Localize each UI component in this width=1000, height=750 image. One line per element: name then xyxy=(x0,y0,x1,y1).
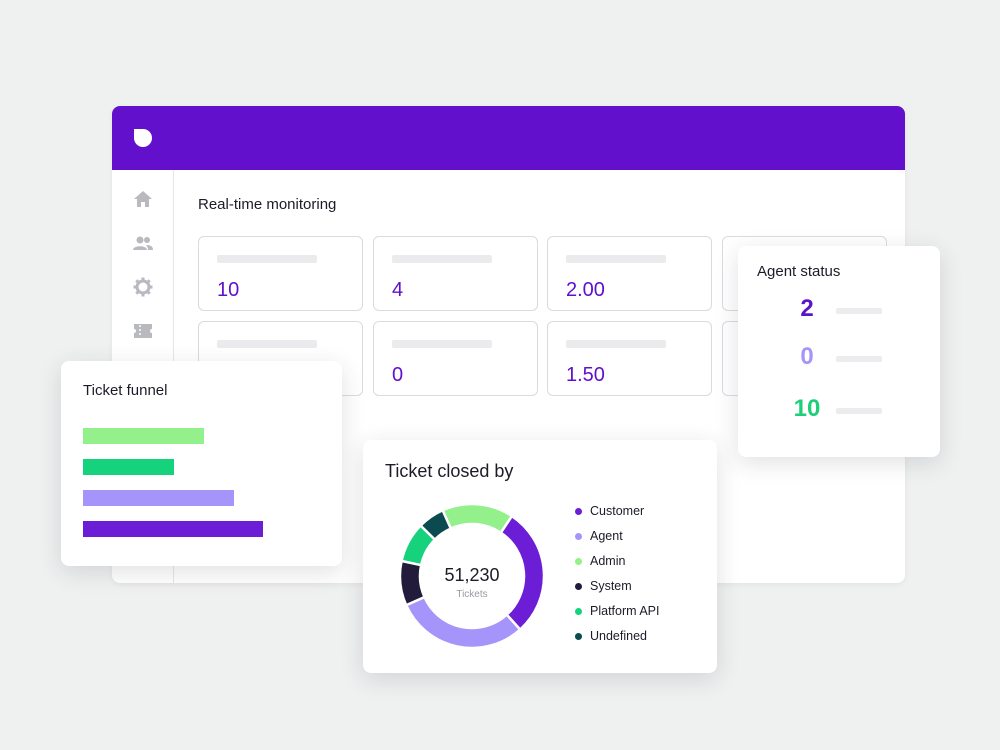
funnel-bar[interactable] xyxy=(83,490,234,506)
ticket-closed-by-card: Ticket closed by 51,230 Tickets Customer… xyxy=(363,440,717,673)
metric-value: 4 xyxy=(392,279,404,301)
donut-segment[interactable] xyxy=(400,523,437,567)
home-icon[interactable] xyxy=(132,188,154,210)
metric-label-placeholder xyxy=(217,340,317,348)
donut-total-value: 51,230 xyxy=(444,565,499,585)
legend-label: Platform API xyxy=(590,604,660,618)
ticket-funnel-title: Ticket funnel xyxy=(83,382,168,399)
legend-dot-icon xyxy=(575,558,582,565)
legend-dot-icon xyxy=(575,608,582,615)
top-bar xyxy=(112,106,905,170)
legend-dot-icon xyxy=(575,583,582,590)
metric-tile[interactable]: 10 xyxy=(198,236,363,311)
ticket-icon[interactable] xyxy=(132,320,154,342)
agent-status-card: Agent status 2 0 10 xyxy=(738,246,940,457)
metric-label-placeholder xyxy=(566,255,666,263)
legend-label: Admin xyxy=(590,554,626,568)
donut-total-label: Tickets xyxy=(456,589,487,600)
funnel-bar[interactable] xyxy=(83,459,174,475)
ticket-funnel-card: Ticket funnel xyxy=(61,361,342,566)
users-icon[interactable] xyxy=(132,232,154,254)
agent-status-label-placeholder xyxy=(836,356,882,362)
donut-segment[interactable] xyxy=(499,514,546,632)
legend-dot-icon xyxy=(575,533,582,540)
legend-dot-icon xyxy=(575,633,582,640)
metric-label-placeholder xyxy=(566,340,666,348)
agent-status-value: 2 xyxy=(800,295,814,322)
metric-tile[interactable]: 0 xyxy=(373,321,538,396)
agent-status-row: 0 xyxy=(738,343,940,373)
ticket-closed-by-title: Ticket closed by xyxy=(385,461,514,481)
donut-chart: 51,230 Tickets xyxy=(398,502,546,650)
agent-status-row: 10 xyxy=(738,395,940,425)
agent-status-value: 10 xyxy=(793,395,821,422)
metric-value: 1.50 xyxy=(566,364,605,386)
legend-label: Agent xyxy=(590,529,623,543)
app-logo-icon[interactable] xyxy=(132,127,154,149)
agent-status-value: 0 xyxy=(800,343,814,370)
funnel-bar[interactable] xyxy=(83,521,263,537)
legend-dot-icon xyxy=(575,508,582,515)
metric-tile[interactable]: 4 xyxy=(373,236,538,311)
donut-segment[interactable] xyxy=(398,559,427,607)
metric-value: 0 xyxy=(392,364,404,386)
donut-segment[interactable] xyxy=(404,595,522,650)
legend-label: Customer xyxy=(590,504,645,518)
metric-label-placeholder xyxy=(392,340,492,348)
metric-value: 10 xyxy=(217,279,240,301)
metric-tile[interactable]: 1.50 xyxy=(547,321,712,396)
page-title: Real-time monitoring xyxy=(198,196,337,213)
funnel-bar[interactable] xyxy=(83,428,204,444)
metric-tile[interactable]: 2.00 xyxy=(547,236,712,311)
metric-label-placeholder xyxy=(217,255,317,263)
legend-label: System xyxy=(590,579,632,593)
metric-value: 2.00 xyxy=(566,279,605,301)
legend-label: Undefined xyxy=(590,629,647,643)
agent-status-title: Agent status xyxy=(757,263,841,280)
agent-status-label-placeholder xyxy=(836,308,882,314)
metric-label-placeholder xyxy=(392,255,492,263)
donut-segment[interactable] xyxy=(441,502,514,535)
gear-icon[interactable] xyxy=(132,276,154,298)
agent-status-label-placeholder xyxy=(836,408,882,414)
agent-status-row: 2 xyxy=(738,295,940,325)
